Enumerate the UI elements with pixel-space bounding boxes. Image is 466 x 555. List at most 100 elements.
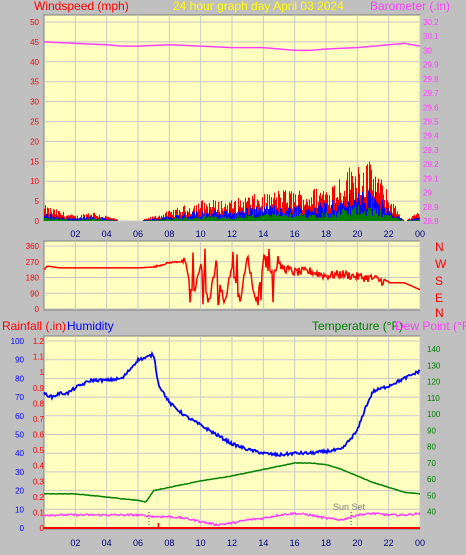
baro-y-tick-29.9: 29.9 [423, 61, 439, 70]
humidity-y-tick-40: 40 [15, 449, 24, 458]
direction-y-tick-90: 90 [30, 289, 39, 298]
temperature-y-tick-70: 70 [427, 459, 436, 468]
humidity-y-tick-10: 10 [15, 505, 24, 514]
compass-n-bottom: N [435, 306, 444, 320]
temperature-y-tick-90: 90 [427, 426, 436, 435]
humidity-series [43, 350, 421, 458]
humidity-y-tick-30: 30 [15, 468, 24, 477]
direction-y-tick-180: 180 [26, 274, 40, 283]
wind-y-tick-25: 25 [30, 118, 39, 127]
x-tick-humidity-20: 20 [352, 538, 362, 548]
direction-y-tick-360: 360 [26, 242, 40, 251]
x-tick-wind-18: 18 [321, 229, 331, 239]
temperature-y-tick-130: 130 [427, 361, 441, 370]
x-tick-humidity-14: 14 [258, 538, 268, 548]
wind-y-tick-45: 45 [30, 38, 39, 47]
baro-y-tick-29.6: 29.6 [423, 103, 439, 112]
baro-y-tick-29.5: 29.5 [423, 118, 439, 127]
humidity-y-tick-60: 60 [15, 412, 24, 421]
x-tick-humidity-10: 10 [196, 538, 206, 548]
sunset-annotation: Sun Set [333, 502, 366, 512]
x-tick-humidity-12: 12 [227, 538, 237, 548]
temperature-y-tick-60: 60 [427, 475, 436, 484]
humidity-y-tick-70: 70 [15, 393, 24, 402]
humidity-y-tick-20: 20 [15, 487, 24, 496]
x-tick-humidity-22: 22 [384, 538, 394, 548]
direction-y-tick-270: 270 [26, 258, 40, 267]
x-tick-wind-04: 04 [102, 229, 112, 239]
chart-title: 24 hour graph day April 03 2024 [173, 0, 344, 13]
rainfall-axis-title: Rainfall (.in) [2, 319, 66, 333]
x-tick-wind-10: 10 [196, 229, 206, 239]
baro-y-tick-30.1: 30.1 [423, 32, 439, 41]
x-tick-humidity-18: 18 [321, 538, 331, 548]
rain-y-tick-0: 0 [40, 524, 45, 533]
dewpoint-series [43, 511, 421, 527]
x-tick-wind-02: 02 [70, 229, 80, 239]
rain-y-tick-1: 1 [40, 368, 45, 377]
wind-y-tick-40: 40 [30, 58, 39, 67]
humidity-y-tick-90: 90 [15, 356, 24, 365]
humidity-y-tick-80: 80 [15, 374, 24, 383]
compass-s: S [435, 274, 443, 288]
x-tick-wind-14: 14 [258, 229, 268, 239]
rain-y-tick-0.5: 0.5 [33, 446, 45, 455]
rain-y-tick-0.7: 0.7 [33, 415, 45, 424]
barometer-axis-title: Barometer (.in) [370, 0, 450, 13]
baro-y-tick-29.8: 29.8 [423, 75, 439, 84]
x-tick-humidity-00: 00 [415, 538, 425, 548]
x-tick-wind-08: 08 [164, 229, 174, 239]
humidity-y-tick-100: 100 [11, 337, 25, 346]
temperature-series [43, 461, 421, 503]
rain-y-tick-0.4: 0.4 [33, 462, 45, 471]
baro-y-tick-29.4: 29.4 [423, 132, 439, 141]
rain-y-tick-0.9: 0.9 [33, 384, 45, 393]
x-tick-humidity-04: 04 [102, 538, 112, 548]
x-tick-wind-16: 16 [290, 229, 300, 239]
windspeed-low-series [44, 205, 420, 221]
baro-y-tick-29.1: 29.1 [423, 174, 439, 183]
compass-n-top: N [435, 240, 444, 254]
x-tick-wind-12: 12 [227, 229, 237, 239]
baro-y-tick-28.9: 28.9 [423, 203, 439, 212]
rain-y-tick-1.2: 1.2 [33, 337, 45, 346]
temperature-y-tick-50: 50 [427, 491, 436, 500]
compass-w: W [435, 257, 447, 271]
x-tick-wind-00: 00 [415, 229, 425, 239]
rain-y-tick-0.3: 0.3 [33, 477, 45, 486]
baro-y-tick-29: 29 [423, 189, 432, 198]
rain-y-tick-1.1: 1.1 [33, 353, 45, 362]
rain-y-tick-0.1: 0.1 [33, 508, 45, 517]
wind-direction-series [43, 248, 421, 306]
baro-y-tick-29.7: 29.7 [423, 89, 439, 98]
humidity-y-tick-0: 0 [20, 524, 25, 533]
rain-y-tick-0.2: 0.2 [33, 493, 45, 502]
series-layer [43, 41, 421, 529]
wind-y-tick-30: 30 [30, 98, 39, 107]
wind-y-tick-10: 10 [30, 177, 39, 186]
baro-y-tick-30: 30 [423, 46, 432, 55]
dewpoint-axis-title: Dew Point (°F) [395, 319, 466, 333]
barometer-series [43, 41, 421, 52]
x-tick-humidity-16: 16 [290, 538, 300, 548]
wind-y-tick-5: 5 [35, 197, 40, 206]
x-tick-wind-22: 22 [384, 229, 394, 239]
compass-e: E [435, 291, 443, 305]
x-tick-humidity-08: 08 [164, 538, 174, 548]
temperature-y-tick-110: 110 [427, 394, 440, 403]
x-tick-humidity-02: 02 [70, 538, 80, 548]
x-tick-wind-20: 20 [352, 229, 362, 239]
rain-y-tick-0.8: 0.8 [33, 399, 45, 408]
temperature-y-tick-120: 120 [427, 378, 441, 387]
tick-label-layer: 0202040406060808101012121414161618182020… [11, 18, 441, 548]
temperature-y-tick-40: 40 [427, 508, 436, 517]
temperature-y-tick-80: 80 [427, 443, 436, 452]
direction-y-tick-0: 0 [35, 305, 40, 314]
baro-y-tick-29.2: 29.2 [423, 160, 439, 169]
baro-y-tick-29.3: 29.3 [423, 146, 439, 155]
baro-y-tick-30.2: 30.2 [423, 18, 439, 27]
wind-y-tick-35: 35 [30, 78, 39, 87]
x-tick-wind-06: 06 [133, 229, 143, 239]
